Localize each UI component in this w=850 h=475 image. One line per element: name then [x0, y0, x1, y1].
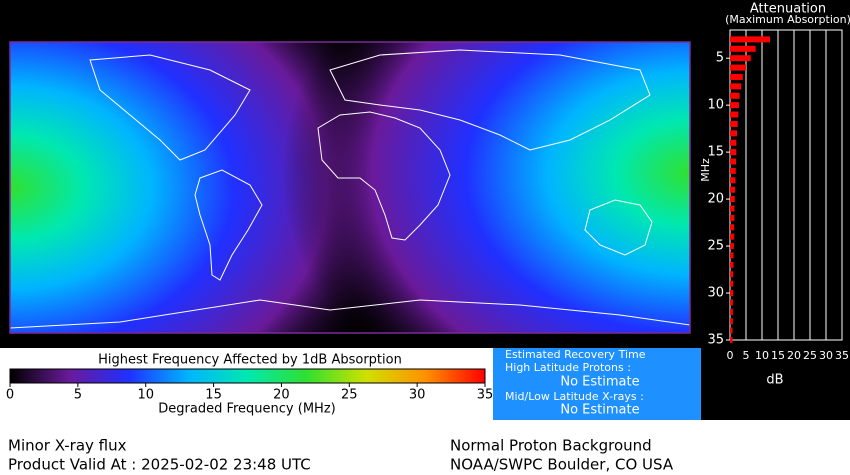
bar	[730, 271, 734, 278]
bar	[730, 92, 740, 99]
bar	[730, 214, 735, 221]
colorbar-title: Highest Frequency Affected by 1dB Absorp…	[98, 353, 402, 368]
x-axis-label: dB	[766, 373, 783, 388]
y-tick-label: 15	[707, 145, 724, 160]
bar	[730, 130, 738, 137]
bar	[730, 327, 733, 334]
bar	[730, 149, 737, 156]
bar	[730, 243, 734, 250]
y-tick-label: 30	[707, 286, 724, 301]
bar	[730, 55, 751, 62]
colorbar-tick-label: 15	[205, 388, 222, 403]
y-tick-label: 20	[707, 192, 724, 207]
chart-title: Attenuation	[750, 2, 826, 17]
bar	[730, 224, 735, 231]
x-tick-label: 30	[819, 349, 833, 362]
map	[10, 42, 690, 333]
colorbar	[9, 368, 486, 384]
y-axis-label: MHz	[699, 158, 712, 182]
valid-time: Product Valid At : 2025-02-02 23:48 UTC	[8, 456, 311, 474]
status: Minor X-ray flux	[8, 437, 127, 455]
absorption-right	[10, 42, 690, 333]
x-tick-label: 20	[787, 349, 801, 362]
colorbar-tick-label: 10	[137, 388, 154, 403]
high-latitude-label: High Latitude Protons :	[505, 361, 631, 374]
colorbar-tick-label: 20	[273, 388, 290, 403]
x-tick-label: 0	[727, 349, 734, 362]
bar	[730, 139, 737, 146]
bar	[730, 177, 736, 184]
bar	[730, 205, 735, 212]
bar	[730, 290, 734, 297]
bar	[730, 158, 737, 165]
bar	[730, 45, 756, 52]
colorbar-tick-label: 30	[409, 388, 426, 403]
high-latitude-value: No Estimate	[560, 375, 639, 390]
x-tick-label: 15	[771, 349, 785, 362]
bar	[730, 120, 738, 127]
bar	[730, 280, 734, 287]
colorbar-tick-label: 25	[341, 388, 358, 403]
bar	[730, 73, 743, 80]
bar	[730, 36, 770, 43]
bar	[730, 186, 736, 193]
bar	[730, 83, 742, 90]
map-frame	[9, 41, 691, 334]
coastlines	[10, 49, 690, 329]
x-tick-label: 35	[835, 349, 849, 362]
bar	[730, 308, 733, 315]
bar	[730, 337, 733, 343]
y-tick-label: 10	[707, 98, 724, 113]
mid-low-value: No Estimate	[560, 403, 639, 418]
y-tick-label: 35	[707, 333, 724, 348]
bar	[730, 252, 734, 259]
bar	[730, 318, 733, 325]
recovery-panel	[493, 348, 701, 420]
bar	[730, 196, 735, 203]
proton-status: Normal Proton Background	[450, 437, 652, 455]
colorbar-panel	[0, 348, 493, 420]
y-tick-label: 25	[707, 239, 724, 254]
bar	[730, 167, 736, 174]
source: NOAA/SWPC Boulder, CO USA	[450, 456, 674, 474]
mid-low-label: Mid/Low Latitude X-rays :	[505, 390, 644, 403]
x-tick-label: 10	[755, 349, 769, 362]
colorbar-tick-label: 35	[477, 388, 494, 403]
chart-subtitle: (Maximum Absorption)	[725, 13, 850, 26]
bar	[730, 111, 739, 118]
bar	[730, 299, 733, 306]
bar	[730, 102, 739, 109]
y-tick-label: 5	[716, 51, 724, 66]
plot-area	[729, 29, 843, 341]
bar	[730, 64, 746, 71]
recovery-title: Estimated Recovery Time	[505, 348, 646, 361]
x-tick-label: 5	[743, 349, 750, 362]
colorbar-tick-label: 5	[74, 388, 82, 403]
colorbar-tick-label: 0	[6, 388, 14, 403]
bar	[730, 233, 735, 240]
x-tick-label: 25	[803, 349, 817, 362]
bar	[730, 261, 734, 268]
colorbar-label: Degraded Frequency (MHz)	[158, 402, 335, 417]
